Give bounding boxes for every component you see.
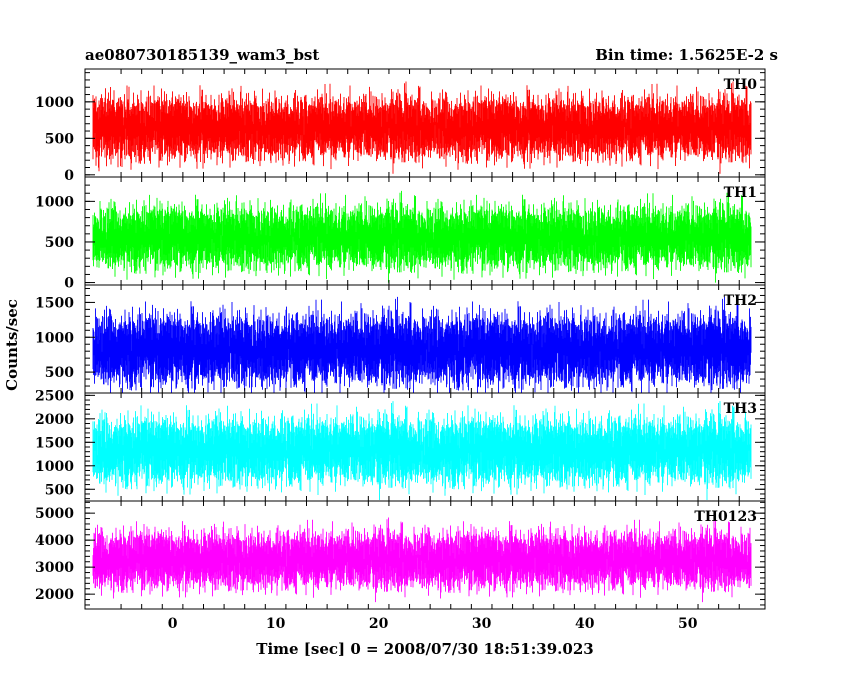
y-tick-label: 4000 — [35, 533, 74, 549]
series-th0123-trace — [92, 517, 752, 603]
y-tick-label: 2000 — [35, 412, 74, 428]
y-tick-label: 500 — [45, 235, 74, 251]
y-tick-label: 1500 — [35, 295, 74, 311]
y-tick-label: 1000 — [35, 95, 74, 111]
chart-title: ae080730185139_wam3_bst — [85, 46, 319, 64]
series-th3-trace — [92, 401, 752, 500]
y-tick-label: 5000 — [35, 506, 74, 522]
y-tick-label: 0 — [64, 276, 74, 292]
y-tick-label: 0 — [64, 168, 74, 184]
y-tick-label: 2000 — [35, 587, 74, 603]
y-tick-label: 500 — [45, 482, 74, 498]
y-tick-label: 500 — [45, 131, 74, 147]
x-tick-label: 50 — [678, 616, 698, 632]
y-axis-label: Counts/sec — [3, 299, 21, 391]
panel-th0123: 2000 3000 4000 5000 TH0123 — [35, 500, 766, 610]
series-th1-trace — [92, 190, 752, 283]
panel-label-th0123: TH0123 — [694, 509, 757, 525]
y-tick-label: 1000 — [35, 459, 74, 475]
panel-label-th2: TH2 — [724, 293, 757, 309]
y-tick-label: 1500 — [35, 435, 74, 451]
x-tick-label: 40 — [575, 616, 595, 632]
x-tick-label: 10 — [266, 616, 286, 632]
y-tick-label: 1000 — [35, 194, 74, 210]
panel-label-th1: TH1 — [724, 185, 757, 201]
panel-label-th3: TH3 — [724, 401, 757, 417]
y-tick-label: 3000 — [35, 560, 74, 576]
bin-time-label: Bin time: 1.5625E-2 s — [595, 46, 778, 64]
panel-frame — [84, 500, 766, 610]
x-axis-label: Time [sec] 0 = 2008/07/30 18:51:39.023 — [256, 640, 593, 658]
series-th0-trace — [92, 81, 752, 174]
y-tick-label: 1000 — [35, 330, 74, 346]
panel-th2: 500 1000 1500 TH2 — [35, 284, 766, 394]
panel-label-th0: TH0 — [724, 77, 758, 93]
y-tick-label: 500 — [45, 365, 74, 381]
y-tick-label: 2500 — [35, 388, 74, 404]
panel-th1: 0 500 1000 TH1 — [35, 176, 766, 292]
panel-th0: 0 500 1000 TH0 — [35, 68, 766, 184]
x-tick-label: 20 — [369, 616, 389, 632]
x-tick-label: 0 — [168, 616, 178, 632]
series-th2-trace — [92, 296, 752, 393]
x-tick-label: 30 — [472, 616, 492, 632]
panel-th3: 500 1000 1500 2000 2500 TH3 — [35, 388, 766, 502]
